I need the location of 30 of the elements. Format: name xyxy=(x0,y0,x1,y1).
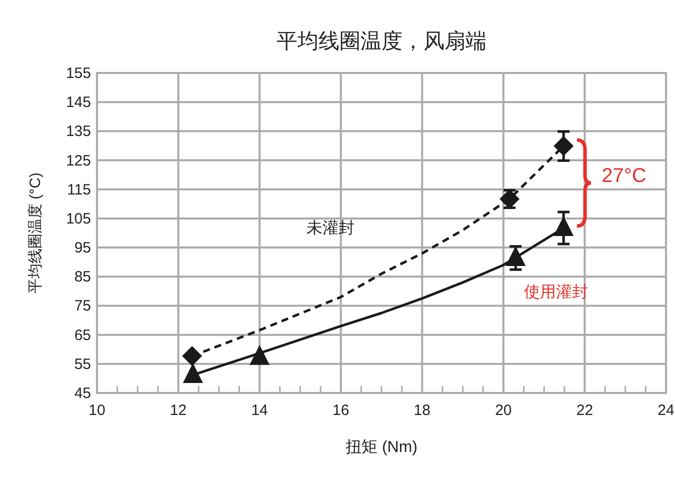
y-tick-label: 105 xyxy=(66,210,91,228)
y-tick-label: 75 xyxy=(74,298,91,315)
x-axis-title: 扭矩 (Nm) xyxy=(346,439,418,456)
point xyxy=(250,344,270,365)
y-tick-label: 85 xyxy=(74,268,91,286)
y-tick-label: 115 xyxy=(67,181,91,198)
x-tick-label: 10 xyxy=(88,402,106,419)
x-tick-label: 20 xyxy=(495,402,512,419)
y-tick-label: 125 xyxy=(66,152,91,170)
y-tick-label: 55 xyxy=(74,356,91,373)
x-tick-label: 16 xyxy=(332,402,350,419)
annotation: 27°C xyxy=(602,164,646,187)
point xyxy=(506,246,526,266)
annotation: 未灌封 xyxy=(306,219,354,237)
y-tick-label: 135 xyxy=(66,123,91,140)
x-tick-label: 18 xyxy=(414,402,430,419)
y-tick-label: 145 xyxy=(66,94,91,112)
chart-title: 平均线圈温度，风扇端 xyxy=(276,30,486,53)
y-tick-label: 65 xyxy=(74,326,91,344)
y-tick-label: 95 xyxy=(74,240,91,257)
y-axis-title: 平均线圈温度 (°C) xyxy=(27,172,44,294)
x-tick-label: 22 xyxy=(576,402,594,419)
y-tick-label: 155 xyxy=(66,65,91,82)
x-tick-label: 24 xyxy=(658,402,674,419)
x-tick-label: 14 xyxy=(251,402,268,419)
annotation: 使用灌封 xyxy=(524,283,588,301)
point xyxy=(182,362,203,383)
y-tick-label: 45 xyxy=(74,385,91,402)
x-tick-label: 12 xyxy=(170,402,187,419)
point xyxy=(554,216,574,236)
